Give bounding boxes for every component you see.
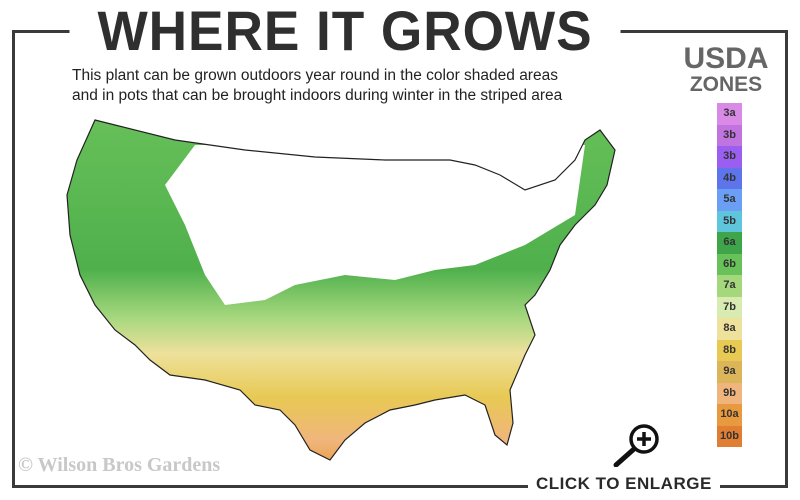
legend-title-line-1: USDA — [683, 42, 769, 75]
legend-zone-10a: 10a — [717, 404, 742, 426]
legend-zone-10b: 10b — [717, 425, 742, 447]
legend-zone-9a: 9a — [717, 361, 742, 383]
legend-zone-5a: 5a — [717, 189, 742, 211]
legend-title: USDA ZONES — [672, 44, 780, 96]
legend-zone-7b: 7b — [717, 296, 742, 318]
legend-zone-7a: 7a — [717, 275, 742, 297]
page-title: WHERE IT GROWS — [69, 0, 621, 62]
legend-zone-6b: 6b — [717, 253, 742, 275]
magnifier-plus-icon[interactable] — [610, 422, 665, 467]
zone-legend: 3a 3b 3b 4b 5a 5b 6a 6b 7a 7b 8a 8b 9a 9b 10a 10b — [717, 103, 742, 447]
legend-zone-3b: 3b — [717, 124, 742, 146]
striped-area-north — [165, 145, 585, 305]
legend-zone-8b: 8b — [717, 339, 742, 361]
click-to-enlarge-button[interactable]: CLICK TO ENLARGE — [528, 474, 720, 494]
legend-zone-4b: 4b — [717, 167, 742, 189]
legend-zone-5b: 5b — [717, 210, 742, 232]
legend-zone-3a: 3a — [717, 103, 742, 125]
legend-zone-9b: 9b — [717, 382, 742, 404]
legend-zone-8a: 8a — [717, 318, 742, 340]
subtitle-line-2: and in pots that can be brought indoors … — [72, 87, 563, 104]
usda-zone-map[interactable] — [55, 105, 665, 470]
legend-title-line-2: ZONES — [689, 73, 763, 96]
subtitle-line-1: This plant can be grown outdoors year ro… — [72, 67, 558, 84]
legend-zone-3b: 3b — [717, 146, 742, 168]
watermark: © Wilson Bros Gardens — [18, 454, 221, 476]
legend-zone-6a: 6a — [717, 232, 742, 254]
subtitle: This plant can be grown outdoors year ro… — [72, 66, 652, 106]
